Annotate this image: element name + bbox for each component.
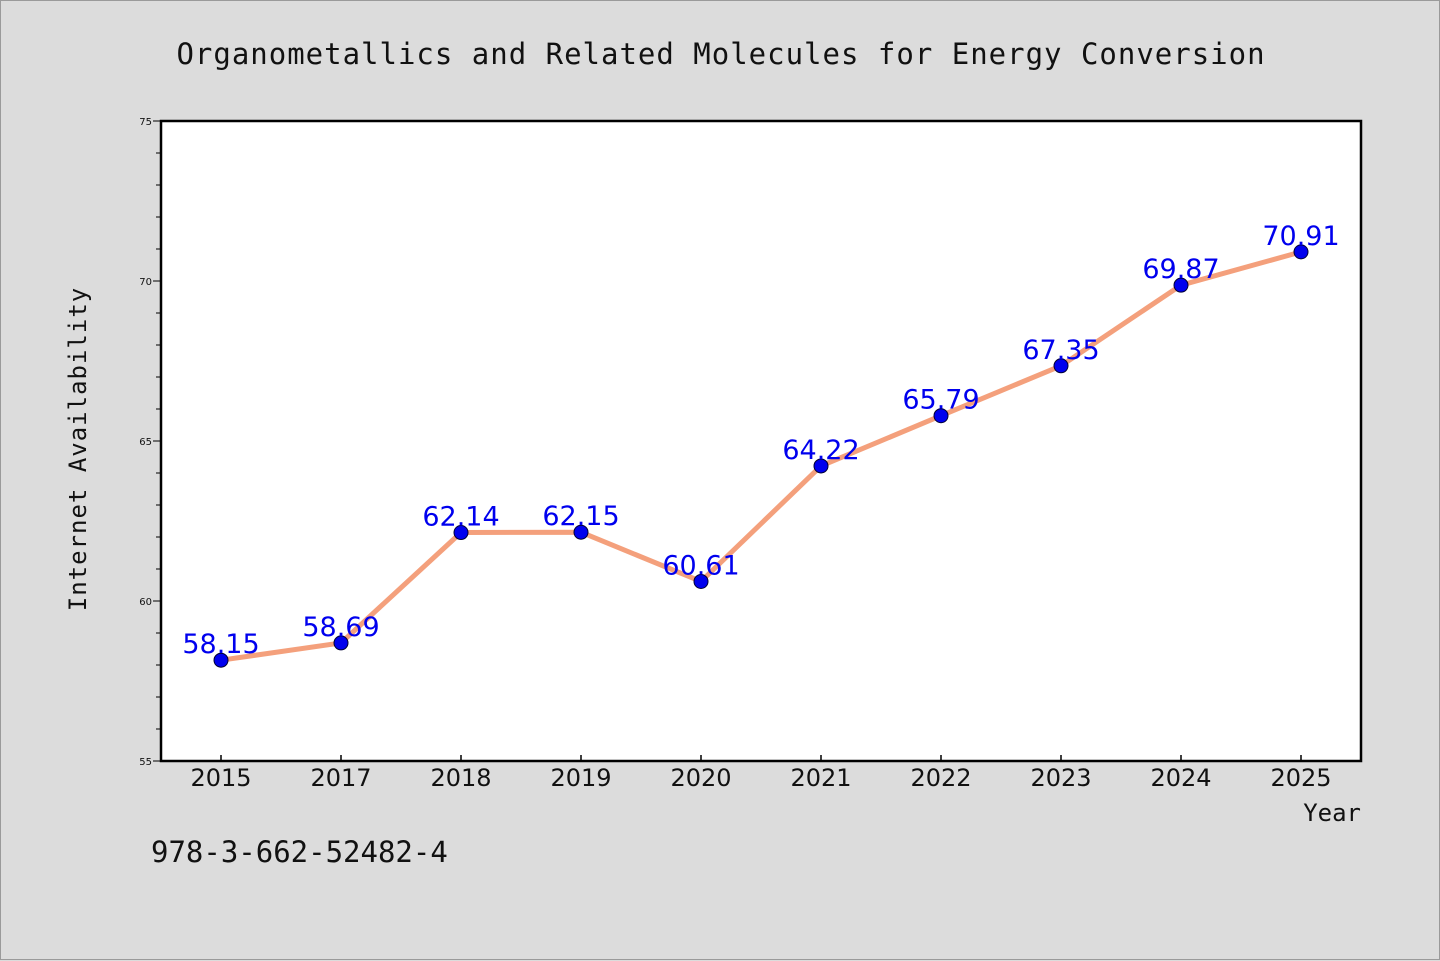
data-point <box>933 408 949 424</box>
data-point <box>813 458 829 474</box>
x-tick-label: 2018 <box>430 764 491 792</box>
data-point <box>1053 358 1069 374</box>
y-tick-label: 55 <box>139 757 152 768</box>
data-point <box>1293 244 1309 260</box>
data-point <box>453 525 469 541</box>
y-tick-label: 65 <box>139 437 152 448</box>
plot-area <box>159 119 1363 763</box>
x-tick-label: 2015 <box>190 764 251 792</box>
data-points <box>213 244 1309 668</box>
x-axis-label: Year <box>1303 799 1361 827</box>
data-label: 62.14 <box>422 502 499 533</box>
isbn-footnote: 978-3-662-52482-4 <box>151 835 448 869</box>
y-tick-label: 60 <box>139 597 152 608</box>
data-labels: 58.15 58.69 62.14 62.15 60.61 64.22 65.79 67.35… <box>182 221 1339 660</box>
data-label: 58.15 <box>182 629 259 660</box>
data-label: 70.91 <box>1262 221 1339 252</box>
x-tick-label: 2024 <box>1150 764 1211 792</box>
x-tick-label: 2022 <box>910 764 971 792</box>
x-tick-label: 2023 <box>1030 764 1091 792</box>
y-axis-label: Internet Availability <box>64 287 92 611</box>
data-label: 58.69 <box>302 612 379 643</box>
data-label: 60.61 <box>662 550 739 581</box>
x-tick-label: 2019 <box>550 764 611 792</box>
series-line <box>218 249 1304 663</box>
y-axis: 55 60 65 70 75 <box>139 117 161 768</box>
x-tick-label: 2025 <box>1270 764 1331 792</box>
y-tick-label: 75 <box>139 117 152 128</box>
data-point <box>693 573 709 589</box>
y-tick-label: 70 <box>139 277 152 288</box>
x-tick-label: 2020 <box>670 764 731 792</box>
data-point <box>333 635 349 651</box>
data-point <box>573 524 589 540</box>
x-axis: 2015 2017 2018 2019 2020 2021 2022 2023 2024 2025 <box>190 755 1332 792</box>
data-label: 65.79 <box>902 385 979 416</box>
data-label: 67.35 <box>1022 335 1099 366</box>
data-label: 69.87 <box>1142 254 1219 285</box>
data-label: 64.22 <box>782 435 859 466</box>
data-point <box>213 652 229 668</box>
x-tick-label: 2017 <box>310 764 371 792</box>
chart-title: Organometallics and Related Molecules fo… <box>176 37 1265 71</box>
x-tick-label: 2021 <box>790 764 851 792</box>
data-label: 62.15 <box>542 501 619 532</box>
data-point <box>1173 277 1189 293</box>
